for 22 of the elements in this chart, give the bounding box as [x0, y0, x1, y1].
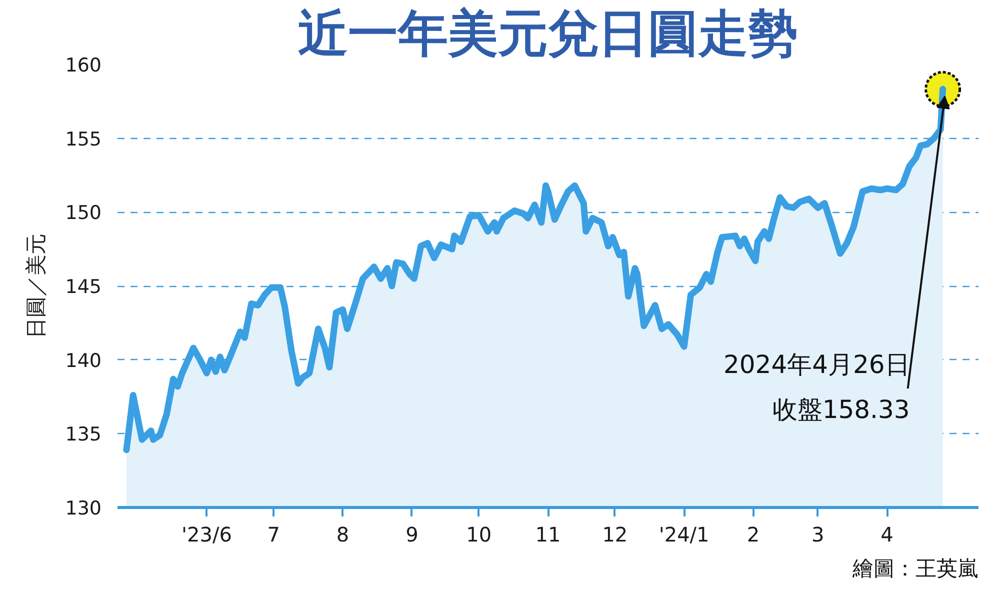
x-tick-label: 12: [602, 522, 628, 546]
x-tick-label: 2: [746, 522, 760, 546]
y-tick-label: 130: [65, 498, 102, 520]
y-tick-label: 160: [65, 54, 102, 76]
x-tick-label: 9: [406, 522, 418, 546]
x-tick-label: 7: [267, 522, 280, 546]
y-tick-label: 140: [65, 350, 102, 372]
x-tick-label: 3: [812, 522, 824, 546]
chart-title: 近一年美元兌日圓走勢: [298, 4, 798, 62]
y-tick-label: 135: [65, 424, 102, 446]
x-tick-label: 8: [336, 522, 350, 546]
x-tick-label: 10: [466, 522, 492, 546]
y-tick-label: 150: [65, 202, 102, 224]
y-axis-title: 日圓／美元: [24, 234, 48, 338]
text: 繪圖：王英嵐: [852, 556, 978, 580]
x-tick-label: '24/1: [658, 522, 710, 546]
annotation: 2024年4月26日收盤158.33: [723, 350, 910, 424]
x-tick-label: 4: [880, 522, 894, 546]
x-tick-label: '23/6: [182, 522, 232, 546]
y-tick-label: 145: [65, 276, 102, 298]
x-tick-label: 11: [535, 522, 561, 546]
y-tick-label: 155: [65, 128, 102, 150]
